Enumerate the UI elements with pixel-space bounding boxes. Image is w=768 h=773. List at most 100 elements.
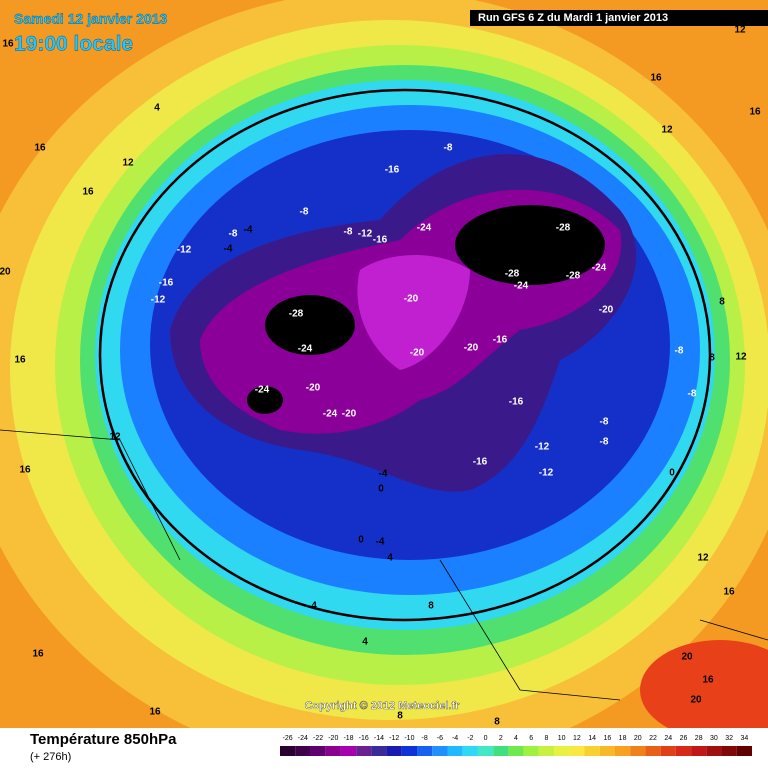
contour-label: -24 [592, 263, 607, 274]
scale-label: -18 [343, 735, 353, 742]
lead-time: (+ 276h) [30, 751, 71, 763]
contour-label: 4 [311, 601, 317, 612]
contour-label: -8 [675, 346, 684, 357]
scale-label: -12 [389, 735, 399, 742]
contour-label: 16 [723, 587, 735, 598]
contour-label: -8 [300, 207, 309, 218]
scale-label: -22 [313, 735, 323, 742]
copyright: Copyright © 2012 Meteociel.fr [305, 700, 461, 712]
scale-label: -6 [437, 735, 443, 742]
scale-swatch [432, 746, 448, 756]
contour-label: -24 [323, 409, 338, 420]
zero-contour [98, 88, 712, 622]
contour-label: -12 [358, 229, 373, 240]
scale-label: 6 [529, 735, 533, 742]
scale-swatch [295, 746, 311, 756]
scale-swatch [538, 746, 555, 756]
scale-swatch [675, 746, 692, 756]
contour-label: -28 [289, 309, 304, 320]
contour-label: -4 [224, 244, 233, 255]
contour-label: 0 [358, 535, 364, 546]
contour-label: 20 [0, 267, 11, 278]
contour-label: -28 [566, 271, 581, 282]
scale-label: -16 [359, 735, 369, 742]
scale-swatch [340, 746, 357, 756]
scale-label: 24 [664, 735, 672, 742]
scale-swatch [508, 746, 524, 756]
contour-label: 20 [690, 695, 702, 706]
scale-swatch [599, 746, 615, 756]
contour-label: -12 [539, 468, 554, 479]
scale-label: -26 [283, 735, 293, 742]
contour-label: 16 [34, 143, 46, 154]
contour-label: 16 [149, 707, 161, 718]
scale-swatch [523, 746, 539, 756]
contour-label: 16 [702, 675, 714, 686]
cold-core [265, 295, 355, 355]
contour-label: -8 [600, 437, 609, 448]
contour-label: -8 [688, 389, 697, 400]
contour-label: -24 [417, 223, 432, 234]
scale-label: 32 [725, 735, 733, 742]
contour-label: 12 [661, 125, 673, 136]
map-time: 19:00 locale [14, 33, 133, 56]
contour-label: -12 [151, 295, 166, 306]
contour-label: -12 [177, 245, 192, 256]
scale-swatch [721, 746, 737, 756]
scale-swatch [447, 746, 463, 756]
scale-swatch [356, 746, 372, 756]
contour-label: -16 [385, 165, 400, 176]
scale-label: -4 [452, 735, 458, 742]
contour-label: -20 [342, 409, 357, 420]
contour-label: -24 [514, 281, 529, 292]
contour-label: -16 [159, 278, 174, 289]
map-date: Samedi 12 janvier 2013 [14, 11, 168, 27]
contour-label: -4 [244, 225, 253, 236]
contour-label: 8 [709, 353, 715, 364]
contour-label: 16 [749, 107, 761, 118]
scale-swatch [477, 746, 494, 756]
contour-label: 12 [734, 25, 746, 36]
scale-label: 8 [544, 735, 548, 742]
contour-label: 0 [378, 484, 384, 495]
contour-label: 8 [719, 297, 725, 308]
scale-swatch [554, 746, 570, 756]
scale-label: -2 [467, 735, 473, 742]
scale-swatch [706, 746, 722, 756]
contour-label: -4 [379, 469, 388, 480]
contour-label: 8 [428, 601, 434, 612]
coastline [0, 429, 768, 701]
scale-swatch [569, 746, 585, 756]
zone [357, 255, 470, 370]
scale-swatch [325, 746, 341, 756]
scale-swatch [280, 746, 296, 756]
contour-label: 12 [109, 432, 121, 443]
contour-label: 4 [387, 553, 393, 564]
scale-swatch [584, 746, 600, 756]
contour-label: 12 [122, 158, 134, 169]
field-title: Température 850hPa [30, 731, 177, 748]
scale-label: 12 [573, 735, 581, 742]
scale-swatch [645, 746, 661, 756]
scale-label: -20 [328, 735, 338, 742]
contour-label: -20 [410, 348, 425, 359]
contour-label: 0 [669, 468, 675, 479]
cold-core [247, 386, 283, 414]
contour-label: -20 [599, 305, 614, 316]
scale-swatch [371, 746, 387, 756]
scale-swatch [736, 746, 752, 756]
scale-label: 34 [740, 735, 748, 742]
contour-label: -16 [473, 457, 488, 468]
scale-swatch [691, 746, 707, 756]
contour-label: 12 [697, 553, 709, 564]
contour-label: -20 [404, 294, 419, 305]
scale-label: 0 [484, 735, 488, 742]
scale-label: 10 [558, 735, 566, 742]
scale-swatch [401, 746, 418, 756]
contour-label: 16 [650, 73, 662, 84]
scale-label: -24 [298, 735, 308, 742]
contour-label: -24 [298, 344, 313, 355]
zone [640, 640, 768, 740]
contour-label: -12 [535, 442, 550, 453]
